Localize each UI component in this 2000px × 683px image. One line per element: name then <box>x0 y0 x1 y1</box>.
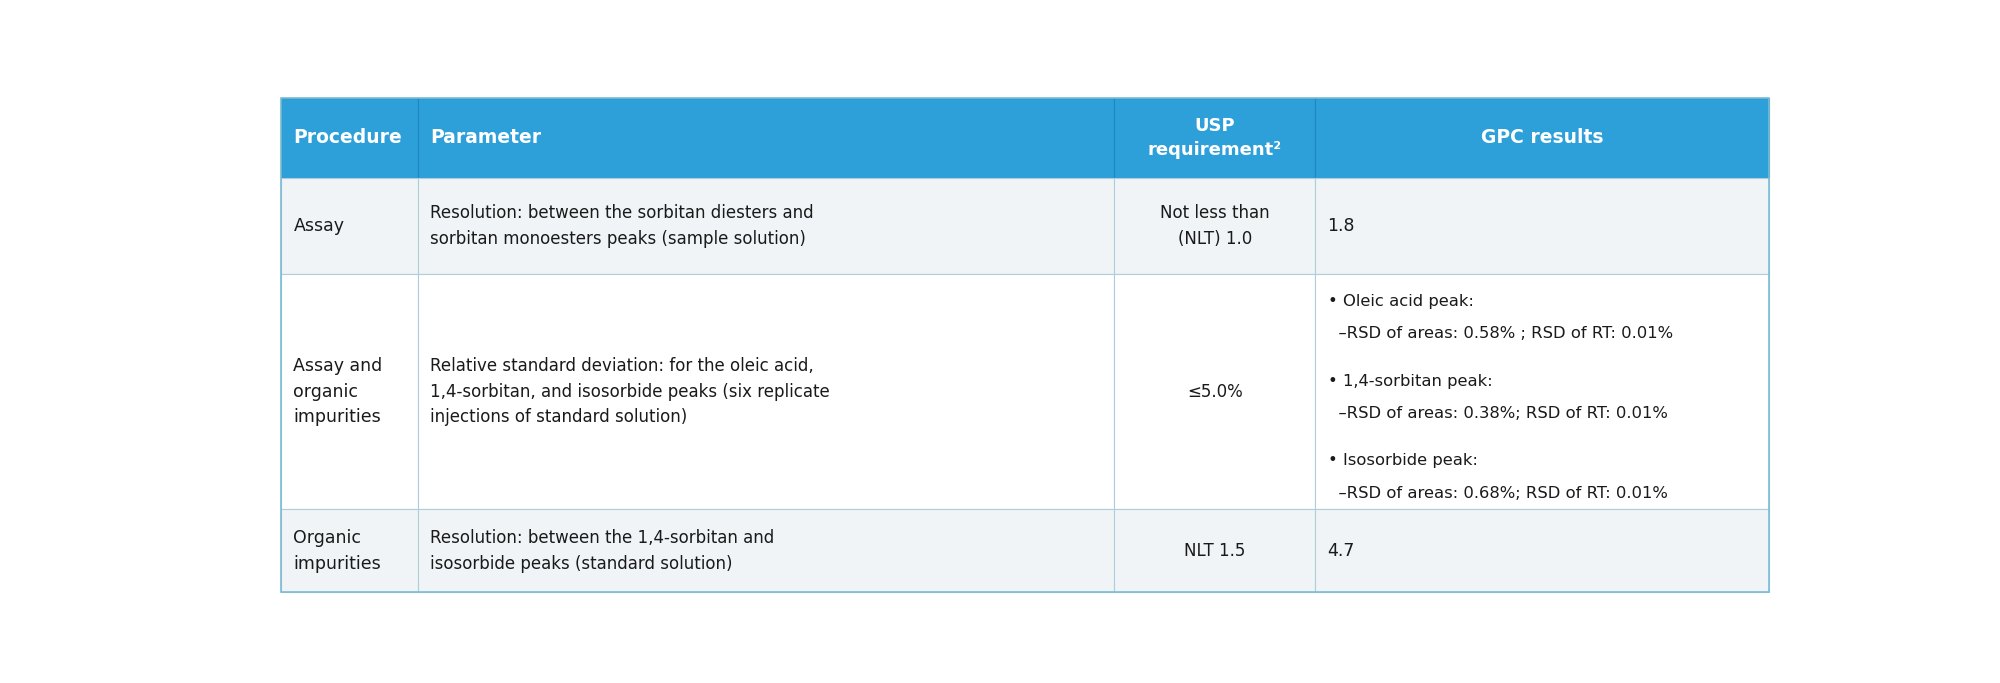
Bar <box>1114 274 1316 510</box>
Text: Resolution: between the 1,4-sorbitan and
isosorbide peaks (standard solution): Resolution: between the 1,4-sorbitan and… <box>430 529 774 572</box>
Text: –RSD of areas: 0.68%; RSD of RT: 0.01%: –RSD of areas: 0.68%; RSD of RT: 0.01% <box>1328 486 1668 501</box>
Text: USP
requirement²: USP requirement² <box>1148 117 1282 159</box>
Bar <box>1316 178 1770 274</box>
Text: 4.7: 4.7 <box>1328 542 1354 559</box>
Text: • Isosorbide peak:: • Isosorbide peak: <box>1328 454 1478 469</box>
Text: –RSD of areas: 0.58% ; RSD of RT: 0.01%: –RSD of areas: 0.58% ; RSD of RT: 0.01% <box>1328 326 1672 342</box>
Bar <box>1114 98 1316 178</box>
Text: Not less than
(NLT) 1.0: Not less than (NLT) 1.0 <box>1160 204 1270 248</box>
Text: Resolution: between the sorbitan diesters and
sorbitan monoesters peaks (sample : Resolution: between the sorbitan diester… <box>430 204 814 248</box>
Text: • Oleic acid peak:: • Oleic acid peak: <box>1328 294 1474 309</box>
Bar <box>1114 178 1316 274</box>
Text: GPC results: GPC results <box>1480 128 1604 148</box>
Text: • 1,4-sorbitan peak:: • 1,4-sorbitan peak: <box>1328 374 1492 389</box>
Text: NLT 1.5: NLT 1.5 <box>1184 542 1246 559</box>
Bar <box>280 178 418 274</box>
Text: –RSD of areas: 0.38%; RSD of RT: 0.01%: –RSD of areas: 0.38%; RSD of RT: 0.01% <box>1328 406 1668 421</box>
Bar <box>418 178 1114 274</box>
Text: Assay and
organic
impurities: Assay and organic impurities <box>294 357 382 426</box>
Bar <box>1114 510 1316 592</box>
Bar <box>1316 510 1770 592</box>
Text: Organic
impurities: Organic impurities <box>294 529 382 572</box>
Text: Assay: Assay <box>294 217 344 235</box>
Bar <box>418 274 1114 510</box>
Text: Relative standard deviation: for the oleic acid,
1,4-sorbitan, and isosorbide pe: Relative standard deviation: for the ole… <box>430 357 830 426</box>
Bar <box>418 510 1114 592</box>
Bar <box>280 274 418 510</box>
Text: Parameter: Parameter <box>430 128 542 148</box>
Bar <box>280 98 418 178</box>
Text: ≤5.0%: ≤5.0% <box>1186 382 1242 400</box>
Bar <box>280 510 418 592</box>
Text: 1.8: 1.8 <box>1328 217 1356 235</box>
Bar <box>418 98 1114 178</box>
Text: Procedure: Procedure <box>294 128 402 148</box>
Bar <box>1316 274 1770 510</box>
Bar <box>1316 98 1770 178</box>
